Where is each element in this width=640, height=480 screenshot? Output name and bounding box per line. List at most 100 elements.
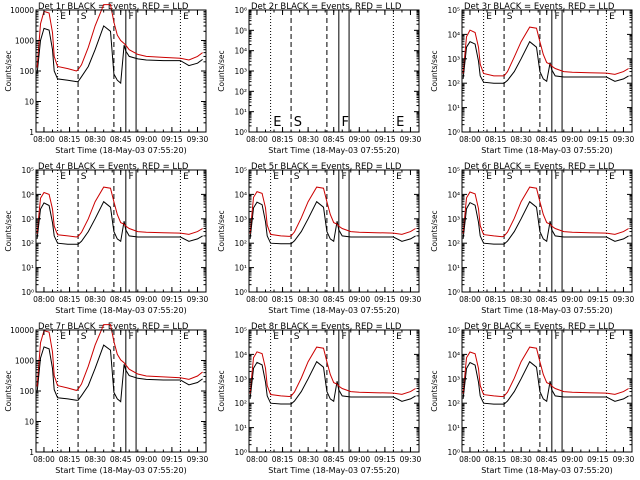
y-tick-label: 1000: [15, 357, 34, 366]
y-tick-label: 10⁵: [234, 26, 247, 35]
x-tick-label: 09:30: [400, 455, 422, 464]
event-marker-s: S: [81, 12, 87, 22]
y-axis-label: Counts/sec: [4, 50, 13, 91]
event-marker-s: S: [81, 172, 87, 182]
series-events-line: [36, 344, 203, 403]
x-tick-label: 08:45: [110, 455, 132, 464]
y-axis-label: Counts/sec: [217, 50, 226, 91]
x-tick-label: 08:00: [33, 295, 55, 304]
panel-title: Det 2r BLACK = Events, RED = LLD: [251, 2, 402, 12]
y-tick-label: 10¹: [234, 264, 247, 273]
event-marker-e: E: [273, 332, 279, 342]
x-tick-label: 08:45: [536, 135, 558, 144]
x-tick-label: 08:15: [59, 455, 81, 464]
x-axis-label: Start Time (18-May-03 07:55:20): [268, 306, 399, 315]
y-tick-label: 10³: [234, 67, 247, 76]
x-axis-label: Start Time (18-May-03 07:55:20): [55, 146, 186, 155]
y-axis-label: Counts/sec: [217, 370, 226, 411]
x-tick-label: 08:30: [297, 135, 319, 144]
panel-title: Det 6r BLACK = Events, RED = LLD: [464, 162, 615, 172]
y-tick-label: 10⁴: [21, 190, 34, 199]
x-tick-label: 08:15: [272, 135, 294, 144]
event-marker-f: F: [555, 172, 560, 182]
x-tick-label: 09:15: [374, 135, 396, 144]
y-tick-label: 10⁴: [447, 30, 460, 39]
x-tick-label: 08:15: [485, 455, 507, 464]
event-marker-s: S: [507, 172, 513, 182]
event-marker-s: S: [507, 332, 513, 342]
panel-title: Det 4r BLACK = Events, RED = LLD: [38, 162, 189, 172]
x-tick-label: 09:00: [561, 295, 583, 304]
x-tick-label: 09:00: [561, 135, 583, 144]
x-tick-label: 09:30: [400, 295, 422, 304]
series-events-line: [462, 200, 629, 245]
y-tick-label: 1: [29, 128, 34, 137]
x-tick-label: 09:00: [135, 135, 157, 144]
event-marker-e: E: [486, 332, 492, 342]
y-tick-label: 10⁰: [234, 288, 247, 297]
series-lld-line: [249, 346, 416, 398]
y-tick-label: 10³: [447, 55, 460, 64]
x-tick-label: 09:15: [587, 455, 609, 464]
x-tick-label: 08:30: [297, 295, 319, 304]
x-axis-label: Start Time (18-May-03 07:55:20): [55, 306, 186, 315]
x-tick-label: 09:00: [348, 135, 370, 144]
event-marker-e: E: [396, 115, 404, 130]
x-axis-label: Start Time (18-May-03 07:55:20): [481, 306, 612, 315]
event-marker-e: E: [183, 332, 189, 342]
y-tick-label: 10²: [447, 239, 460, 248]
x-tick-label: 08:00: [246, 455, 268, 464]
x-tick-label: 08:00: [459, 135, 481, 144]
y-tick-label: 10000: [10, 326, 34, 335]
x-axis-label: Start Time (18-May-03 07:55:20): [268, 146, 399, 155]
y-tick-label: 10²: [21, 239, 34, 248]
panel-title: Det 3r BLACK = Events, RED = LLD: [464, 2, 615, 12]
x-tick-label: 08:45: [110, 135, 132, 144]
x-tick-label: 08:30: [84, 135, 106, 144]
series-lld-line: [36, 4, 203, 72]
x-tick-label: 09:15: [161, 295, 183, 304]
y-tick-label: 10³: [447, 215, 460, 224]
event-marker-s: S: [81, 332, 87, 342]
x-tick-label: 09:15: [374, 455, 396, 464]
x-tick-label: 08:30: [510, 295, 532, 304]
y-tick-label: 10¹: [234, 108, 247, 117]
event-marker-f: F: [555, 332, 560, 342]
y-axis-label: Counts/sec: [4, 210, 13, 251]
panel-title: Det 9r BLACK = Events, RED = LLD: [464, 322, 615, 332]
series-events-line: [36, 200, 203, 245]
x-tick-label: 09:30: [400, 135, 422, 144]
event-marker-e: E: [486, 172, 492, 182]
x-tick-label: 08:00: [246, 135, 268, 144]
event-marker-e: E: [609, 12, 615, 22]
x-tick-label: 09:15: [161, 455, 183, 464]
y-tick-label: 10⁴: [234, 47, 247, 56]
y-tick-label: 10⁴: [234, 350, 247, 359]
x-tick-label: 08:45: [323, 135, 345, 144]
event-marker-f: F: [129, 332, 134, 342]
y-tick-label: 10⁰: [447, 128, 460, 137]
y-tick-label: 1: [29, 448, 34, 457]
series-events-line: [36, 25, 203, 85]
x-tick-label: 08:00: [33, 135, 55, 144]
x-tick-label: 09:15: [587, 295, 609, 304]
y-tick-label: 10³: [234, 375, 247, 384]
y-axis-label: Counts/sec: [430, 210, 439, 251]
x-tick-label: 09:00: [561, 455, 583, 464]
x-tick-label: 08:30: [510, 135, 532, 144]
y-tick-label: 10²: [234, 87, 247, 96]
x-tick-label: 08:45: [323, 295, 345, 304]
x-axis-label: Start Time (18-May-03 07:55:20): [481, 146, 612, 155]
y-tick-label: 10⁰: [447, 288, 460, 297]
series-events-line: [249, 200, 416, 245]
y-tick-label: 10⁵: [234, 166, 247, 175]
x-tick-label: 09:15: [587, 135, 609, 144]
y-tick-label: 10000: [10, 6, 34, 15]
x-tick-label: 09:30: [613, 455, 635, 464]
event-marker-s: S: [294, 172, 300, 182]
